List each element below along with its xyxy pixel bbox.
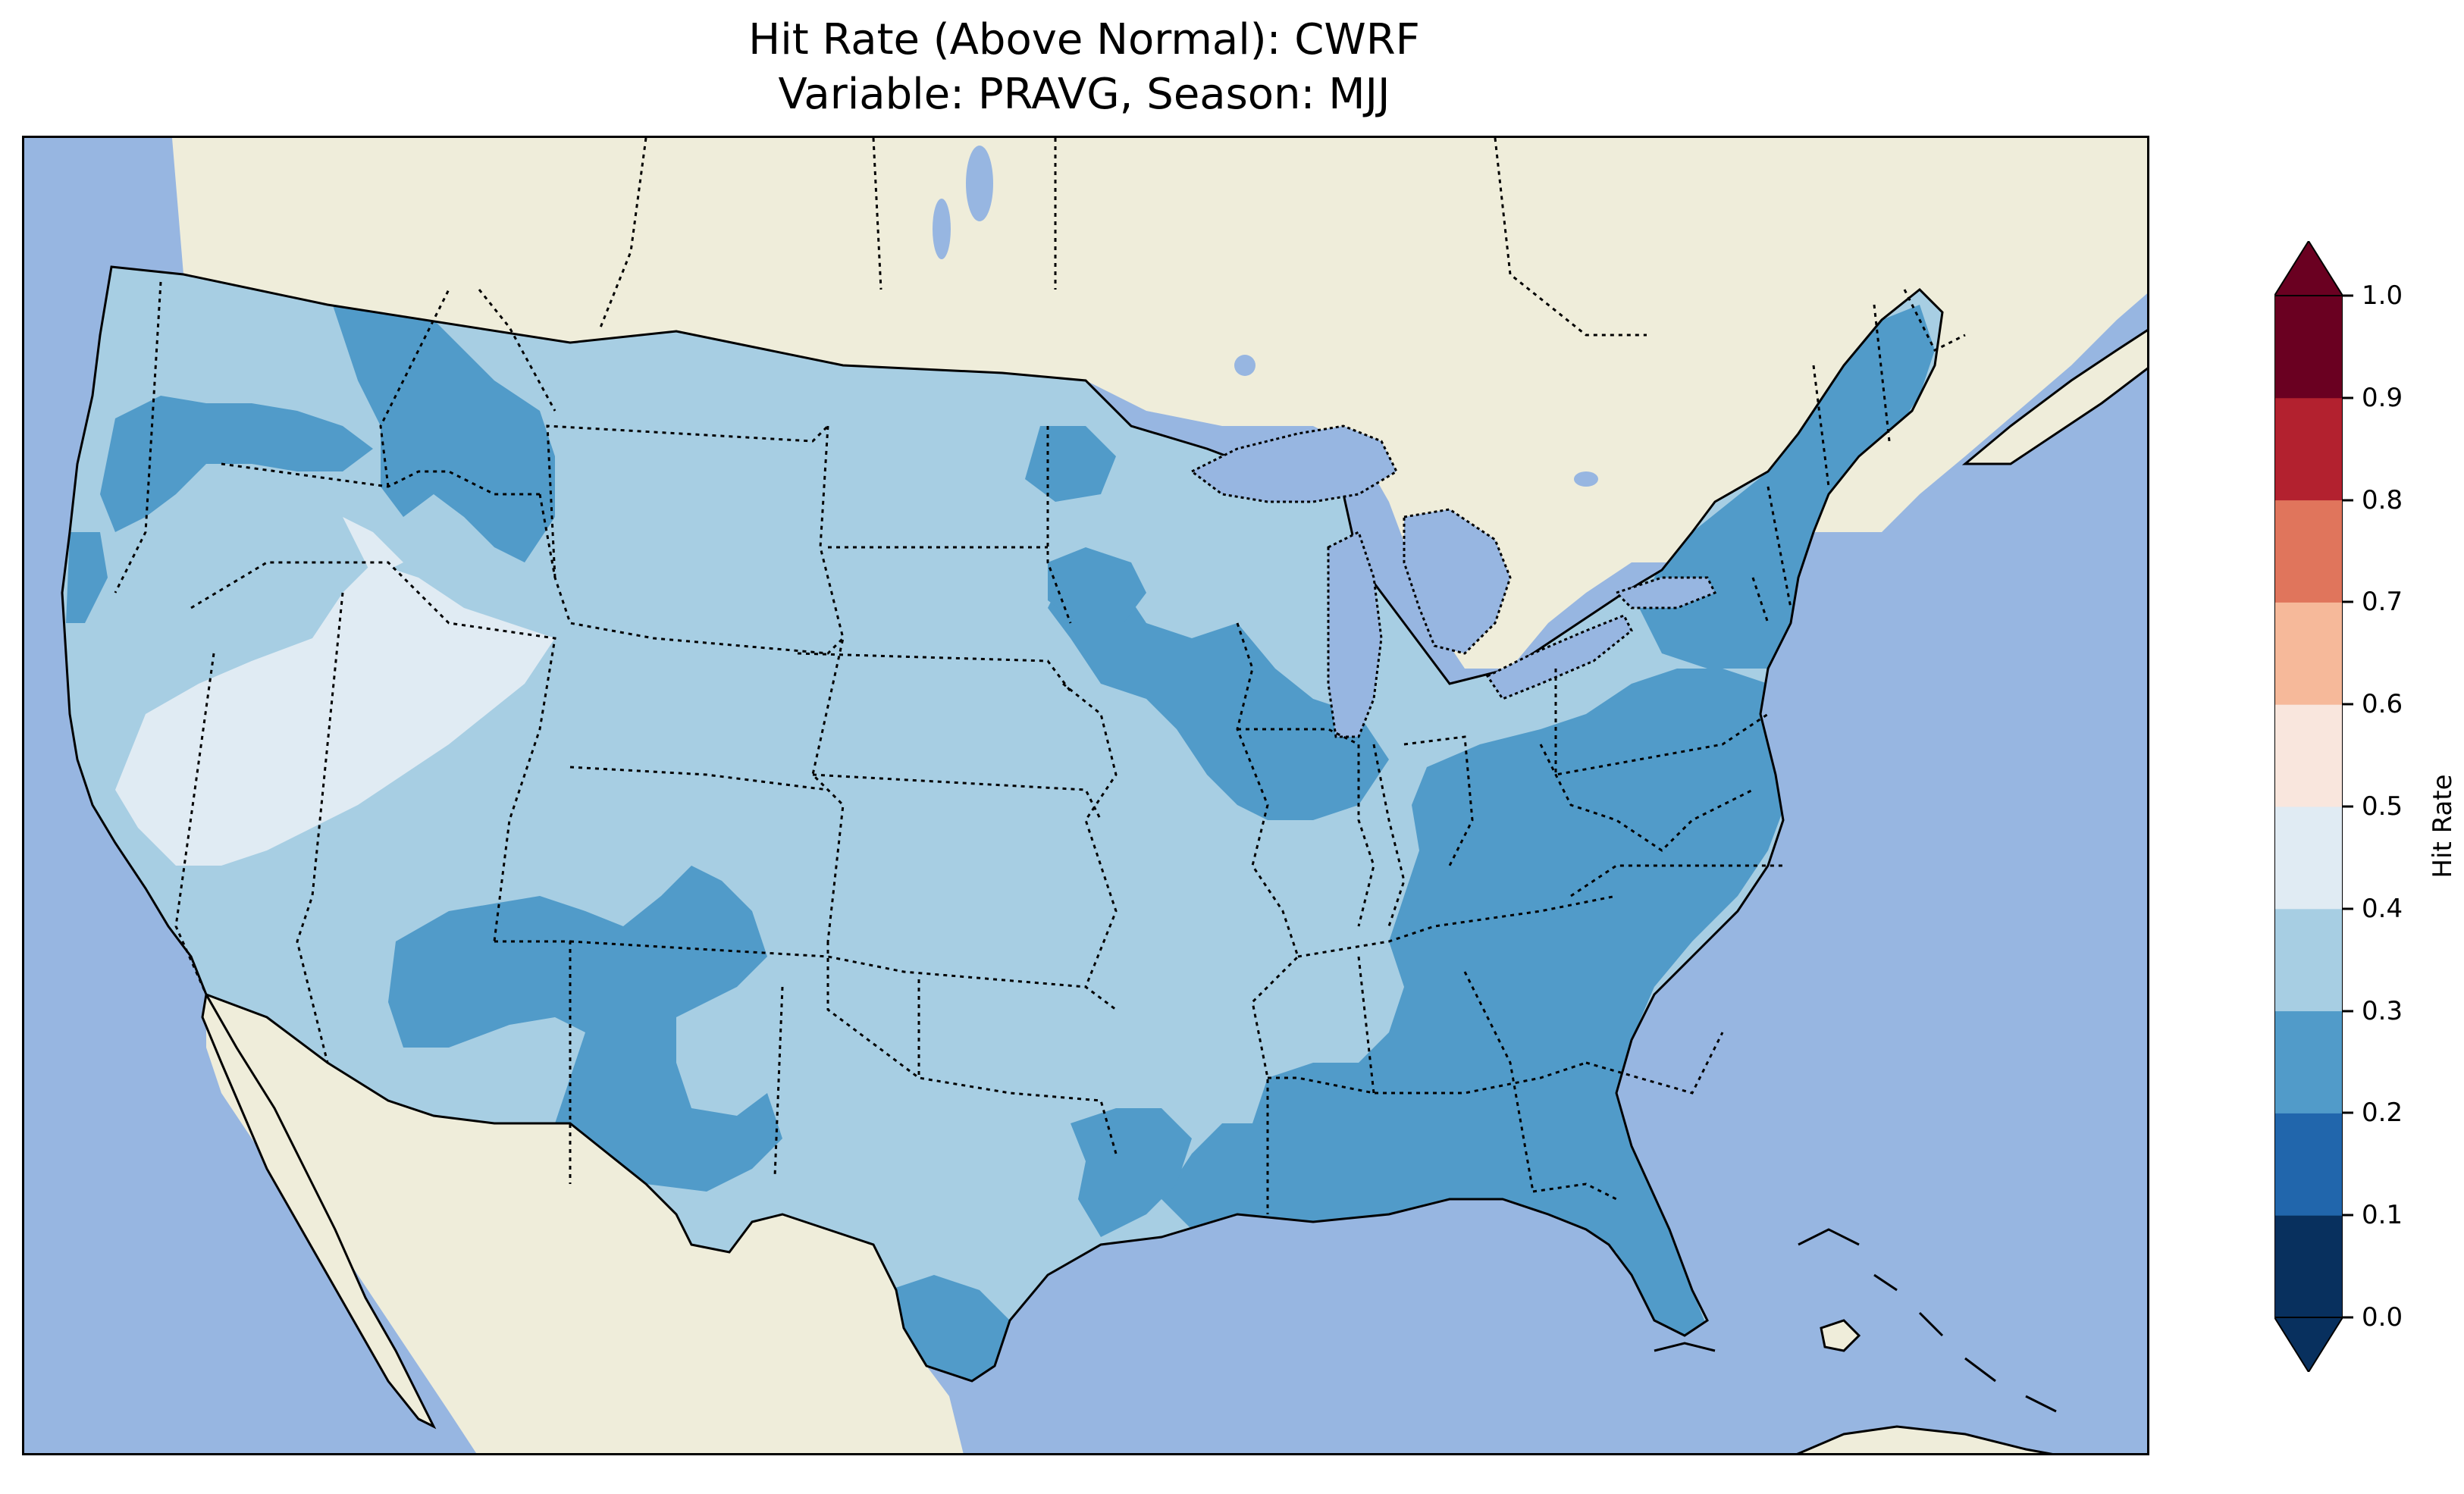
colorbar-outline <box>2274 295 2343 1318</box>
colorbar-tick-mark <box>2343 294 2353 297</box>
colorbar-tick-mark <box>2343 1111 2353 1114</box>
great-lakes <box>1190 424 1717 738</box>
caribbean-islets <box>1798 1228 2057 1413</box>
colorbar-tick-mark <box>2343 499 2353 502</box>
lake-nipissing <box>1574 471 1598 487</box>
colorbar-tick-label: 0.2 <box>2362 1098 2403 1129</box>
colorbar-tick-label: 0.4 <box>2362 893 2403 924</box>
map-frame <box>22 136 2149 1455</box>
colorbar-tick-mark <box>2343 907 2353 910</box>
lake-huron <box>1403 508 1512 655</box>
colorbar-tick-mark <box>2343 1010 2353 1013</box>
colorbar-bin-0.3-0.4 <box>2274 908 2343 1012</box>
colorbar-tick-mark <box>2343 396 2353 399</box>
colorbar-tick-label: 0.7 <box>2362 587 2403 618</box>
map-title-line2: Variable: PRAVG, Season: MJJ <box>778 70 1390 119</box>
colorbar-tick-label: 0.3 <box>2362 995 2403 1026</box>
colorbar-tick-label: 0.6 <box>2362 689 2403 720</box>
florida-keys <box>1654 1342 1716 1352</box>
colorbar-tick-mark <box>2343 1316 2353 1319</box>
colorbar-bin-0.1-0.2 <box>2274 1113 2343 1216</box>
region-iowa-wisc <box>1048 547 1146 623</box>
bahamas-island <box>1820 1319 1861 1352</box>
region-west-coast-strip <box>66 532 108 623</box>
nova-scotia-land <box>1961 329 2147 465</box>
colorbar-label: Hit Rate <box>2428 774 2458 879</box>
us-data-field <box>62 267 1942 1381</box>
colorbar-bin-0.7-0.8 <box>2274 500 2343 603</box>
colorbar-tick-label: 0.5 <box>2362 791 2403 822</box>
canadian-lakes <box>933 146 1598 487</box>
colorbar-tick-label: 0.0 <box>2362 1302 2403 1333</box>
colorbar-bin-0.2-0.3 <box>2274 1010 2343 1113</box>
map-canvas <box>24 138 2147 1453</box>
colorbar-tick-mark <box>2343 805 2353 808</box>
lake-manitoba <box>933 199 951 259</box>
colorbar <box>2274 241 2343 1372</box>
region-upper-midwest <box>1048 562 1389 820</box>
colorbar-tick-label: 0.1 <box>2362 1200 2403 1231</box>
region-louisiana-texas <box>1071 1108 1192 1237</box>
lake-winnipeg <box>966 146 993 221</box>
colorbar-bin-0.4-0.5 <box>2274 807 2343 910</box>
colorbar-bin-0.6-0.7 <box>2274 602 2343 705</box>
lake-superior <box>1190 424 1398 503</box>
region-intermountain-west <box>115 562 555 866</box>
colorbar-bin-0.5-0.6 <box>2274 704 2343 807</box>
country-borders <box>599 138 1966 352</box>
region-northeast <box>1639 305 1935 669</box>
cuba-island <box>1796 1425 2053 1453</box>
state-borders <box>114 281 1891 1214</box>
colorbar-bin-0.8-0.9 <box>2274 397 2343 501</box>
colorbar-under-triangle <box>2274 1317 2343 1372</box>
lake-michigan <box>1327 530 1383 738</box>
colorbar-tick-mark <box>2343 600 2353 603</box>
colorbar-tick-mark <box>2343 1214 2353 1217</box>
region-four-corners <box>388 866 782 1192</box>
lake-ontario <box>1614 576 1717 609</box>
colorbar-tick-mark <box>2343 703 2353 706</box>
baja-peninsula <box>201 991 437 1430</box>
canada-land <box>172 138 2147 669</box>
lake-erie <box>1485 614 1633 700</box>
lake-nipigon <box>1234 355 1256 376</box>
map-title-line1: Hit Rate (Above Normal): CWRF <box>748 15 1420 64</box>
colorbar-tick-label: 0.9 <box>2362 382 2403 413</box>
colorbar-tick-label: 0.8 <box>2362 484 2403 515</box>
colorbar-bin-0.9-1.0 <box>2274 296 2343 399</box>
colorbar-tick-label: 1.0 <box>2362 280 2403 311</box>
colorbar-bin-0.0-0.1 <box>2274 1215 2343 1318</box>
colorbar-over-triangle <box>2274 241 2343 296</box>
mexico-land <box>206 994 964 1453</box>
region-pacific-northwest <box>100 396 373 532</box>
